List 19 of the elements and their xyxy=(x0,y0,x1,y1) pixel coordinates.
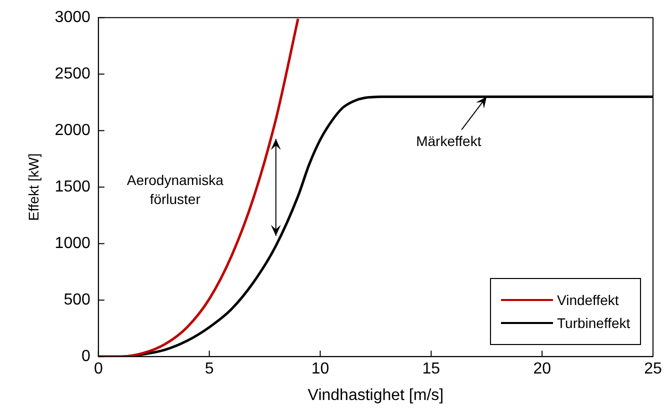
y-axis-title: Effekt [kW] xyxy=(25,153,42,221)
y-tick-label: 1000 xyxy=(54,235,90,252)
legend-label: Vindeffekt xyxy=(557,292,619,308)
y-tick-label: 2000 xyxy=(54,122,90,140)
x-tick-label: 15 xyxy=(422,360,440,378)
x-tick-label: 25 xyxy=(644,360,662,378)
y-tick-label: 0 xyxy=(81,348,90,366)
x-axis-title: Vindhastighet [m/s] xyxy=(308,386,444,404)
y-tick-label: 3000 xyxy=(54,9,90,26)
annotation: Aerodynamiska förluster xyxy=(126,170,224,209)
x-tick-label: 20 xyxy=(533,360,552,378)
annotation: Märkeffekt xyxy=(416,132,482,151)
y-tick-label: 2500 xyxy=(54,66,90,83)
x-tick-label: 5 xyxy=(204,360,214,378)
legend-label: Turbineffekt xyxy=(557,314,630,331)
x-tick-label: 10 xyxy=(311,360,330,378)
y-tick-label: 500 xyxy=(64,292,90,309)
x-tick-label: 0 xyxy=(94,360,103,378)
y-tick-label: 1500 xyxy=(54,178,90,196)
